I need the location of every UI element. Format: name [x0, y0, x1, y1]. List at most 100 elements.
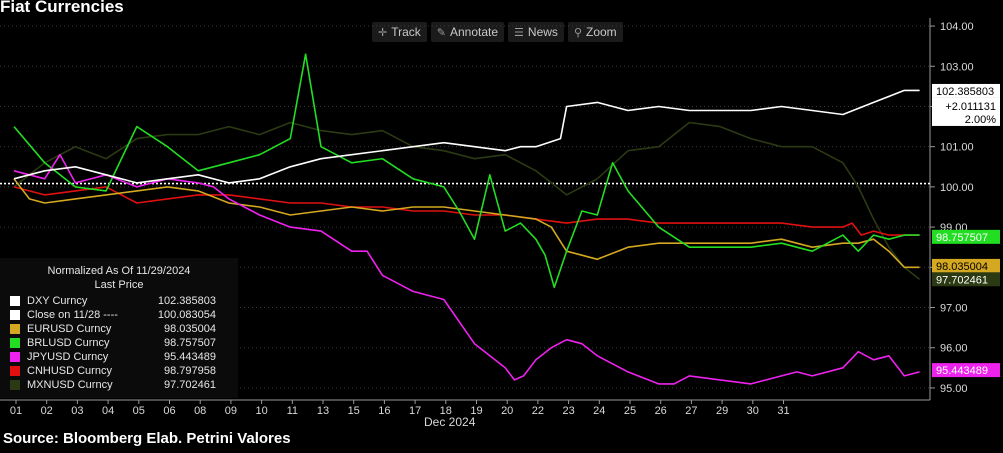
- x-tick-label: 09: [225, 405, 237, 417]
- legend-subheader: Last Price: [94, 279, 144, 291]
- legend-swatch: [10, 296, 20, 306]
- x-tick-label: 16: [378, 405, 390, 417]
- chart-toolbar: ✛ Track ✎ Annotate ☰ News ⚲ Zoom: [372, 22, 623, 42]
- x-tick-label: 18: [440, 405, 452, 417]
- x-tick-label: 02: [41, 405, 53, 417]
- y-tick-label: 97.00: [940, 303, 968, 315]
- last-price-tag-mxnusd: 97.702461: [932, 272, 1000, 287]
- legend-item-jpyusd[interactable]: JPYUSD Curncy 95.443489: [10, 350, 232, 364]
- zoom-icon: ⚲: [573, 26, 582, 39]
- legend-item-dxy[interactable]: DXY Curncy 102.385803: [10, 294, 232, 308]
- last-price-tag-value: 95.443489: [936, 365, 988, 377]
- legend-item-cnhusd[interactable]: CNHUSD Curncy 98.797958: [10, 364, 232, 378]
- last-price-tag-value: 97.702461: [936, 274, 988, 286]
- last-price-tag-bg: [932, 83, 1000, 98]
- x-tick-label: 15: [348, 405, 360, 417]
- x-tick-label: 17: [409, 405, 421, 417]
- zoom-label: Zoom: [586, 25, 617, 39]
- x-tick-label: 19: [470, 405, 482, 417]
- last-price-tag-bg: [932, 363, 1000, 378]
- y-tick-label: 96.00: [940, 343, 968, 355]
- x-tick-label: 13: [317, 405, 329, 417]
- legend-item-value: 95.443489: [164, 351, 216, 363]
- change-tag-bg: [932, 97, 1000, 126]
- x-tick-label: 24: [593, 405, 605, 417]
- legend-item-name: Close on 11/28 ----: [27, 309, 118, 321]
- track-label: Track: [391, 25, 421, 39]
- y-tick-label: 101.00: [940, 142, 974, 154]
- last-price-tag-bg: [932, 258, 1000, 273]
- change-tag-pct: 2.00%: [965, 114, 996, 126]
- last-price-tag-value: 98.035004: [936, 261, 988, 273]
- x-tick-label: 29: [716, 405, 728, 417]
- y-tick-label: 100.00: [940, 182, 974, 194]
- zoom-button[interactable]: ⚲ Zoom: [567, 22, 623, 42]
- legend-item-name: DXY Curncy: [27, 295, 88, 307]
- pencil-icon: ✎: [436, 26, 446, 39]
- chart-legend: Normalized As Of 11/29/2024 Last Price D…: [0, 258, 238, 398]
- x-tick-label: 30: [747, 405, 759, 417]
- y-tick-label: 95.00: [940, 383, 968, 395]
- legend-item-value: 97.702461: [164, 379, 216, 391]
- crosshair-icon: ✛: [378, 26, 388, 39]
- track-button[interactable]: ✛ Track: [372, 22, 427, 42]
- series-line-eurusd: [13, 178, 920, 269]
- x-axis-label: Dec 2024: [424, 415, 476, 429]
- legend-item-name: EURUSD Curncy: [27, 323, 112, 335]
- annotate-button[interactable]: ✎ Annotate: [430, 22, 505, 42]
- series-line-brlusd: [13, 53, 920, 289]
- legend-item-name: CNHUSD Curncy: [27, 365, 112, 377]
- chart-title: Fiat Currencies: [0, 0, 124, 16]
- legend-swatch: [10, 380, 20, 390]
- legend-item-name: BRLUSD Curncy: [27, 337, 110, 349]
- x-tick-label: 08: [194, 405, 206, 417]
- annotate-label: Annotate: [450, 25, 499, 39]
- legend-item-value: 98.757507: [164, 337, 216, 349]
- series-line-jpyusd: [13, 153, 920, 385]
- x-tick-label: 25: [624, 405, 636, 417]
- x-tick-label: 01: [10, 405, 22, 417]
- x-tick-label: 22: [532, 405, 544, 417]
- legend-header: Normalized As Of 11/29/2024: [47, 265, 191, 277]
- x-tick-label: 31: [777, 405, 789, 417]
- x-tick-label: 03: [71, 405, 83, 417]
- news-icon: ☰: [514, 26, 524, 39]
- x-tick-label: 27: [685, 405, 697, 417]
- x-tick-label: 06: [163, 405, 175, 417]
- news-button[interactable]: ☰ News: [508, 22, 564, 42]
- x-tick-label: 04: [102, 405, 114, 417]
- legend-item-value: 102.385803: [157, 295, 216, 307]
- legend-item-value: 98.797958: [164, 365, 216, 377]
- legend-swatch: [10, 324, 20, 334]
- legend-item-mxnusd[interactable]: MXNUSD Curncy 97.702461: [10, 378, 232, 392]
- x-tick-label: 05: [133, 405, 145, 417]
- y-tick-label: 103.00: [940, 61, 974, 73]
- x-tick-label: 10: [255, 405, 267, 417]
- source-note: Source: Bloomberg Elab. Petrini Valores: [3, 430, 291, 447]
- series-line-cnhusd: [13, 186, 920, 236]
- last-price-tag-bg: [932, 272, 1000, 287]
- legend-item-value: 100.083054: [157, 309, 216, 321]
- legend-swatch: [10, 310, 20, 320]
- last-price-tag-bg: [932, 229, 1000, 244]
- legend-item-name: MXNUSD Curncy: [27, 379, 113, 391]
- series-line-dxy: [13, 89, 920, 184]
- news-label: News: [527, 25, 558, 39]
- legend-swatch: [10, 366, 20, 376]
- change-tag-abs: +2.011131: [945, 101, 996, 113]
- y-tick-label: 104.00: [940, 21, 974, 33]
- series-line-mxnusd: [13, 121, 921, 281]
- last-price-tag-eurusd: 98.035004: [932, 258, 1000, 273]
- legend-item-name: JPYUSD Curncy: [27, 351, 109, 363]
- legend-swatch: [10, 352, 20, 362]
- x-tick-label: 23: [562, 405, 574, 417]
- last-price-tag-jpyusd: 95.443489: [932, 363, 1000, 378]
- legend-item-close-ref[interactable]: Close on 11/28 ---- 100.083054: [10, 308, 232, 322]
- x-tick-label: 26: [655, 405, 667, 417]
- last-price-tag-value: 102.385803: [936, 86, 994, 98]
- legend-item-brlusd[interactable]: BRLUSD Curncy 98.757507: [10, 336, 232, 350]
- last-price-tag-brlusd: 98.757507: [932, 229, 1000, 244]
- legend-item-eurusd[interactable]: EURUSD Curncy 98.035004: [10, 322, 232, 336]
- legend-item-value: 98.035004: [164, 323, 216, 335]
- x-tick-label: 11: [287, 405, 298, 417]
